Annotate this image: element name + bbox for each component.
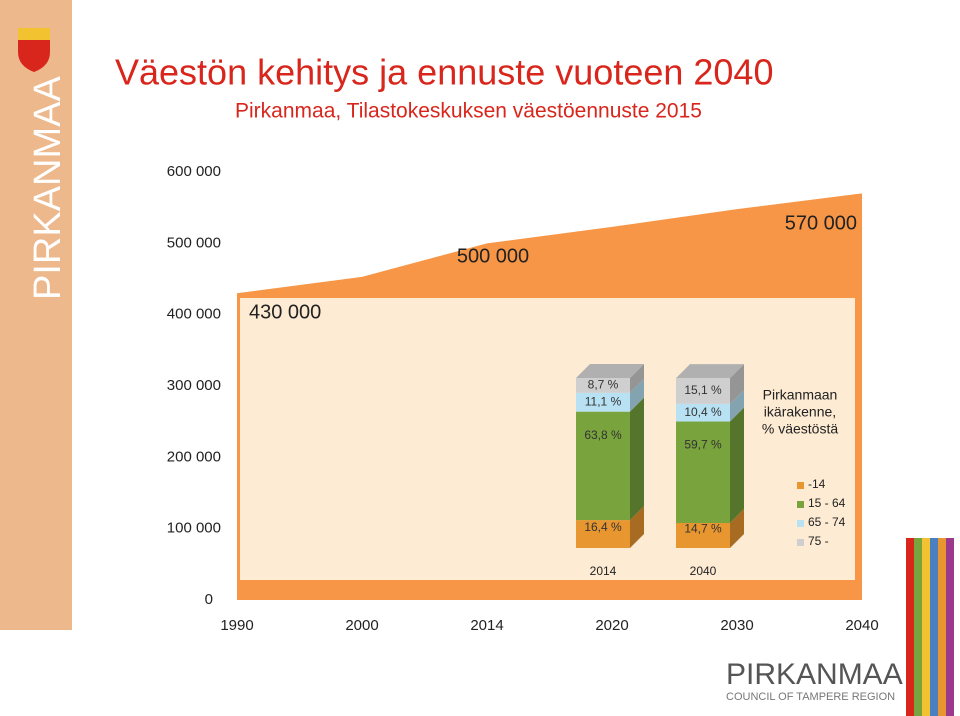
data-label: 14,7 % (684, 522, 722, 536)
y-tick-label: 500 000 (167, 234, 221, 251)
data-label: 570 000 (785, 213, 857, 235)
inset-background (240, 298, 855, 580)
legend-swatch (797, 520, 804, 527)
y-tick-label: 100 000 (167, 520, 221, 537)
banner-text: PIRKANMAA (27, 76, 69, 300)
logo-subtitle: COUNCIL OF TAMPERE REGION (726, 691, 895, 703)
data-label: 8,7 % (588, 378, 619, 392)
data-label: 16,4 % (584, 520, 622, 534)
bar-segment (676, 421, 730, 524)
chart-subtitle: Pirkanmaa, Tilastokeskuksen väestöennust… (235, 100, 702, 123)
stripe (938, 538, 946, 716)
bar-side (730, 509, 744, 548)
y-tick-label: 400 000 (167, 306, 221, 323)
data-label: 11,1 % (585, 394, 622, 408)
logo: PIRKANMAA (726, 658, 903, 691)
bar-side (630, 364, 644, 393)
bar-side (730, 389, 744, 422)
inset-title: ikärakenne, (764, 404, 836, 420)
x-tick-label: 2040 (690, 564, 717, 578)
x-tick-label: 2030 (720, 617, 753, 634)
bar-side (630, 378, 644, 412)
legend-swatch (797, 501, 804, 508)
data-label: 430 000 (249, 302, 321, 324)
bar-segment (576, 392, 630, 412)
bar-side (630, 397, 644, 521)
y-tick-label: 0 (205, 591, 213, 608)
color-stripes (906, 538, 954, 716)
legend-label: -14 (808, 477, 826, 491)
data-label: 500 000 (457, 246, 529, 268)
bar-top (576, 364, 644, 378)
bar-segment (576, 378, 630, 393)
y-tick-label: 200 000 (167, 448, 221, 465)
data-label: 10,4 % (684, 405, 722, 419)
legend-label: 75 - (808, 534, 829, 548)
x-tick-label: 2040 (845, 617, 878, 634)
bar-side (730, 364, 744, 404)
y-tick-label: 600 000 (167, 163, 221, 180)
y-tick-label: 300 000 (167, 377, 221, 394)
bar-segment (576, 411, 630, 521)
stripe (930, 538, 938, 716)
legend-swatch (797, 539, 804, 546)
data-label: 15,1 % (684, 383, 722, 397)
legend-swatch (797, 482, 804, 489)
bar-segment (676, 523, 730, 548)
x-tick-label: 2014 (590, 564, 617, 578)
legend-label: 65 - 74 (808, 515, 846, 529)
data-label: 59,7 % (684, 438, 722, 452)
bar-side (730, 407, 744, 524)
legend-label: 15 - 64 (808, 496, 846, 510)
data-label: 63,8 % (584, 428, 622, 442)
bar-top (676, 364, 744, 379)
stripe (914, 538, 922, 716)
x-tick-label: 2014 (470, 617, 503, 634)
stripe (906, 538, 914, 716)
coat-of-arms-band (18, 28, 50, 40)
bar-segment (676, 378, 730, 404)
bar-segment (676, 403, 730, 422)
inset-title: Pirkanmaan (763, 387, 838, 403)
stripe (946, 538, 954, 716)
inset-title: % väestöstä (762, 421, 838, 437)
chart-title: Väestön kehitys ja ennuste vuoteen 2040 (115, 52, 773, 93)
x-tick-label: 2000 (345, 617, 378, 634)
stripe (922, 538, 930, 716)
x-tick-label: 1990 (220, 617, 253, 634)
side-banner (0, 0, 72, 630)
bar-side (630, 506, 644, 548)
bar-segment (576, 520, 630, 548)
x-tick-label: 2020 (595, 617, 628, 634)
